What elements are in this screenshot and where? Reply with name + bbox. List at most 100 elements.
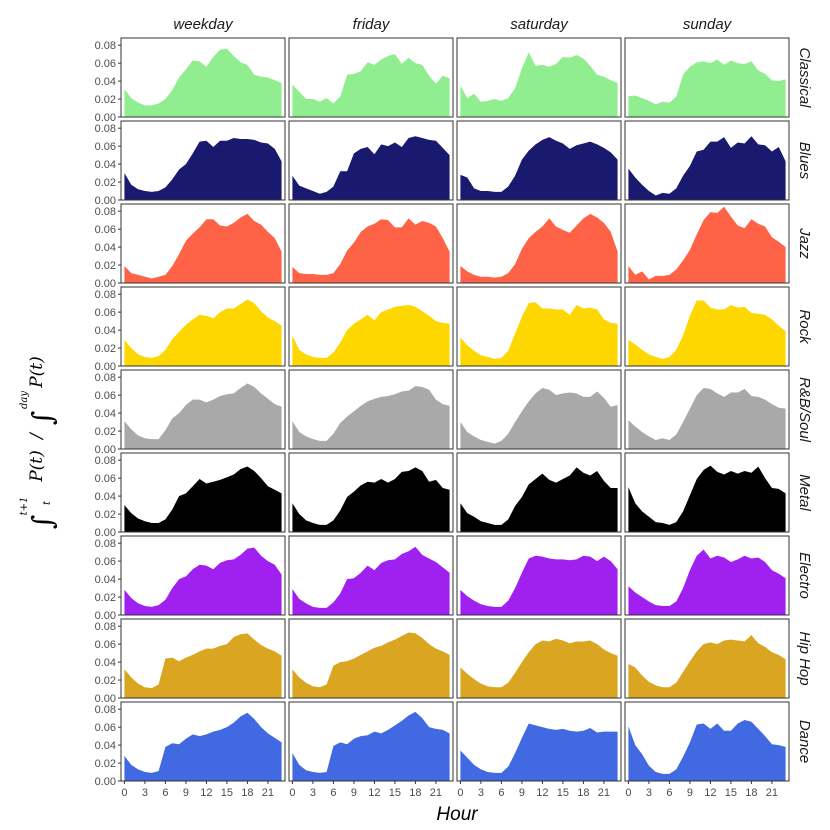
y-title-separator: / bbox=[27, 431, 47, 441]
x-tick-label: 9 bbox=[519, 787, 525, 799]
area-electro-friday bbox=[292, 546, 450, 615]
panel-border bbox=[288, 535, 454, 616]
panel-electro-friday bbox=[288, 535, 454, 616]
y-tick-label: 0.02 bbox=[95, 343, 116, 355]
panel-border bbox=[624, 203, 790, 284]
x-tick-label: 0 bbox=[625, 787, 631, 799]
y-tick-label: 0.02 bbox=[95, 177, 116, 189]
panel-border bbox=[456, 286, 622, 367]
panel-border bbox=[288, 120, 454, 201]
x-tick-label: 9 bbox=[687, 787, 693, 799]
area-blues-saturday bbox=[460, 137, 618, 200]
y-tick-label: 0.06 bbox=[95, 473, 116, 485]
panel-r-b-soul-friday bbox=[288, 369, 454, 450]
x-tick-label: 6 bbox=[330, 787, 336, 799]
x-tick-label: 3 bbox=[646, 787, 652, 799]
area-blues-sunday bbox=[628, 136, 786, 200]
y-tick-label: 0.00 bbox=[95, 278, 116, 290]
panel-border bbox=[624, 120, 790, 201]
panel-border bbox=[288, 452, 454, 533]
panel-hip-hop-saturday bbox=[456, 618, 622, 699]
x-tick-label: 15 bbox=[389, 787, 401, 799]
y-tick-label: 0.08 bbox=[95, 704, 116, 716]
y-tick-label: 0.00 bbox=[95, 610, 116, 622]
y-tick-label: 0.02 bbox=[95, 426, 116, 438]
area-dance-weekday bbox=[124, 712, 282, 781]
panel-dance-weekday bbox=[120, 701, 286, 782]
panel-border bbox=[120, 286, 286, 367]
row-strip-dance: Dance bbox=[796, 720, 813, 763]
panel-border bbox=[456, 369, 622, 450]
y-tick-label: 0.06 bbox=[95, 58, 116, 70]
panel-border bbox=[288, 286, 454, 367]
area-rock-weekday bbox=[124, 299, 282, 366]
panel-metal-sunday bbox=[624, 452, 790, 533]
panel-border bbox=[624, 618, 790, 699]
area-metal-saturday bbox=[460, 467, 618, 532]
panel-r-b-soul-weekday bbox=[120, 369, 286, 450]
x-tick-label: 3 bbox=[478, 787, 484, 799]
y-tick-label: 0.06 bbox=[95, 390, 116, 402]
y-axis-rock: 0.00 0.02 0.04 0.06 0.08 bbox=[95, 289, 121, 373]
x-tick-label: 0 bbox=[457, 787, 463, 799]
panel-border bbox=[288, 369, 454, 450]
area-jazz-sunday bbox=[628, 206, 786, 283]
area-rock-sunday bbox=[628, 300, 786, 366]
y-title-numerator: P(t) bbox=[27, 450, 47, 483]
row-strip-metal: Metal bbox=[796, 474, 813, 511]
facet-panels bbox=[120, 37, 790, 782]
column-strip-sunday: sunday bbox=[683, 16, 733, 33]
x-tick-label: 21 bbox=[598, 787, 610, 799]
panel-hip-hop-friday bbox=[288, 618, 454, 699]
panel-metal-friday bbox=[288, 452, 454, 533]
panel-border bbox=[120, 37, 286, 118]
y-axis-blues: 0.00 0.02 0.04 0.06 0.08 bbox=[95, 123, 121, 207]
area-blues-weekday bbox=[124, 138, 282, 200]
panel-border bbox=[624, 535, 790, 616]
y-title-lower-limit: t bbox=[42, 500, 53, 505]
area-hip-hop-saturday bbox=[460, 638, 618, 698]
y-axis-classical: 0.00 0.02 0.04 0.06 0.08 bbox=[95, 40, 121, 124]
panel-blues-friday bbox=[288, 120, 454, 201]
y-tick-label: 0.02 bbox=[95, 260, 116, 272]
panel-border bbox=[456, 535, 622, 616]
column-strip-friday: friday bbox=[353, 16, 391, 33]
panel-r-b-soul-saturday bbox=[456, 369, 622, 450]
row-strip-jazz: Jazz bbox=[796, 227, 813, 259]
panel-rock-saturday bbox=[456, 286, 622, 367]
panel-classical-weekday bbox=[120, 37, 286, 118]
y-tick-label: 0.06 bbox=[95, 722, 116, 734]
panel-classical-friday bbox=[288, 37, 454, 118]
x-tick-label: 21 bbox=[430, 787, 442, 799]
x-axes: 0 3 6 9 12 15 18 21 0 3 6 9 12 15 18 21 0 3 6 9 12 15 18 21 0 3 6 9… bbox=[121, 781, 778, 799]
x-tick-label: 21 bbox=[262, 787, 274, 799]
y-axis-title: ∫ t t+1 P(t) / ∫ day P(t) bbox=[19, 356, 59, 529]
y-tick-label: 0.08 bbox=[95, 206, 116, 218]
area-classical-sunday bbox=[628, 59, 786, 117]
panel-border bbox=[456, 618, 622, 699]
row-strip-labels: Classical Blues Jazz Rock R&B/Soul Metal Elect… bbox=[796, 47, 813, 763]
panel-border bbox=[456, 120, 622, 201]
y-axis-dance: 0.00 0.02 0.04 0.06 0.08 bbox=[95, 704, 121, 788]
y-tick-label: 0.06 bbox=[95, 639, 116, 651]
y-tick-label: 0.02 bbox=[95, 758, 116, 770]
column-strip-saturday: saturday bbox=[510, 16, 569, 33]
y-tick-label: 0.04 bbox=[95, 325, 116, 337]
x-tick-label: 12 bbox=[704, 787, 716, 799]
panel-dance-sunday bbox=[624, 701, 790, 782]
panel-jazz-friday bbox=[288, 203, 454, 284]
y-tick-label: 0.08 bbox=[95, 289, 116, 301]
panel-border bbox=[288, 37, 454, 118]
area-electro-weekday bbox=[124, 547, 282, 615]
panel-border bbox=[456, 701, 622, 782]
panel-border bbox=[624, 286, 790, 367]
area-metal-sunday bbox=[628, 465, 786, 532]
x-tick-label: 18 bbox=[409, 787, 421, 799]
area-hip-hop-friday bbox=[292, 632, 450, 698]
panel-hip-hop-sunday bbox=[624, 618, 790, 699]
area-hip-hop-weekday bbox=[124, 633, 282, 698]
area-dance-sunday bbox=[628, 719, 786, 781]
panel-r-b-soul-sunday bbox=[624, 369, 790, 450]
row-strip-hip-hop: Hip Hop bbox=[796, 631, 813, 685]
